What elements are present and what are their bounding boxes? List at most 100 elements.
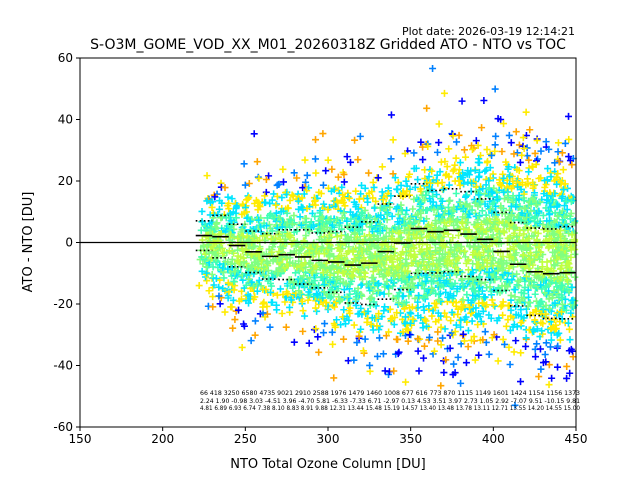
scatter-point — [263, 222, 271, 230]
scatter-point — [203, 269, 211, 277]
scatter-point — [375, 326, 383, 334]
scatter-point — [437, 382, 445, 390]
scatter-point — [230, 277, 238, 285]
scatter-point — [464, 343, 472, 351]
scatter-point — [244, 291, 252, 299]
scatter-point — [459, 330, 467, 338]
scatter-point — [387, 111, 395, 119]
scatter-point — [472, 304, 480, 312]
scatter-point — [533, 136, 541, 144]
scatter-point — [261, 192, 269, 200]
scatter-point — [492, 132, 500, 140]
scatter-point — [445, 145, 453, 153]
scatter-point — [447, 317, 455, 325]
scatter-point — [499, 298, 507, 306]
scatter-point — [288, 191, 296, 199]
x-tick-label: 400 — [482, 432, 505, 446]
scatter-point — [435, 120, 443, 128]
scatter-point — [299, 184, 307, 192]
scatter-point — [320, 329, 328, 337]
scatter-point — [401, 150, 409, 158]
scatter-point — [221, 308, 229, 316]
scatter-point — [314, 333, 322, 341]
scatter-point — [452, 190, 460, 198]
scatter-point — [270, 190, 278, 198]
scatter-point — [317, 190, 325, 198]
scatter-point — [245, 275, 253, 283]
scatter-point — [320, 280, 328, 288]
scatter-point — [205, 287, 213, 295]
scatter-point — [501, 340, 509, 348]
scatter-point — [208, 203, 216, 211]
scatter-point — [564, 319, 572, 327]
scatter-point — [330, 374, 338, 382]
scatter-point — [552, 321, 560, 329]
scatter-point — [276, 285, 284, 293]
scatter-point — [352, 221, 360, 229]
scatter-point — [409, 205, 417, 213]
scatter-point — [554, 139, 562, 147]
scatter-point — [457, 323, 465, 331]
scatter-point — [526, 126, 534, 134]
scatter-point — [437, 341, 445, 349]
scatter-point — [373, 322, 381, 330]
scatter-point — [485, 191, 493, 199]
scatter-point — [301, 312, 309, 320]
scatter-point — [525, 293, 533, 301]
scatter-point — [448, 308, 456, 316]
scatter-point — [361, 335, 369, 343]
scatter-point — [485, 311, 493, 319]
scatter-point — [433, 176, 441, 184]
scatter-point — [343, 153, 351, 161]
scatter-point — [272, 301, 280, 309]
scatter-point — [534, 200, 542, 208]
scatter-point — [391, 313, 399, 321]
scatter-point — [303, 205, 311, 213]
scatter-point — [545, 145, 553, 153]
scatter-point — [462, 359, 470, 367]
scatter-point — [460, 337, 468, 345]
scatter-point — [463, 291, 471, 299]
scatter-point — [545, 361, 553, 369]
scatter-point — [559, 186, 567, 194]
scatter-point — [458, 97, 466, 105]
y-tick-label: 60 — [58, 51, 73, 65]
scatter-point — [364, 198, 372, 206]
scatter-point — [557, 308, 565, 316]
scatter-point — [563, 374, 571, 382]
scatter-point — [486, 164, 494, 172]
scatter-point — [558, 149, 566, 157]
scatter-point — [385, 328, 393, 336]
scatter-point — [210, 281, 218, 289]
scatter-point — [512, 337, 520, 345]
scatter-point — [355, 310, 363, 318]
scatter-point — [240, 320, 248, 328]
scatter-point — [286, 303, 294, 311]
scatter-point — [324, 292, 332, 300]
scatter-point — [495, 314, 503, 322]
scatter-point — [451, 328, 459, 336]
scatter-point — [500, 120, 508, 128]
scatter-point — [319, 130, 327, 138]
scatter-point — [485, 177, 493, 185]
scatter-point — [414, 281, 422, 289]
scatter-point — [347, 215, 355, 223]
scatter-point — [242, 281, 250, 289]
scatter-point — [428, 312, 436, 320]
scatter-point — [333, 316, 341, 324]
scatter-point — [538, 327, 546, 335]
scatter-point — [510, 348, 518, 356]
scatter-point — [229, 296, 237, 304]
scatter-point — [313, 307, 321, 315]
scatter-point — [513, 281, 521, 289]
scatter-point — [510, 321, 518, 329]
scatter-point — [438, 197, 446, 205]
scatter-point — [305, 339, 313, 347]
x-tick-label: 450 — [565, 432, 588, 446]
scatter-point — [268, 298, 276, 306]
scatter-point — [541, 350, 549, 358]
scatter-point — [497, 303, 505, 311]
scatter-point — [324, 156, 332, 164]
scatter-point — [268, 196, 276, 204]
scatter-point — [315, 281, 323, 289]
